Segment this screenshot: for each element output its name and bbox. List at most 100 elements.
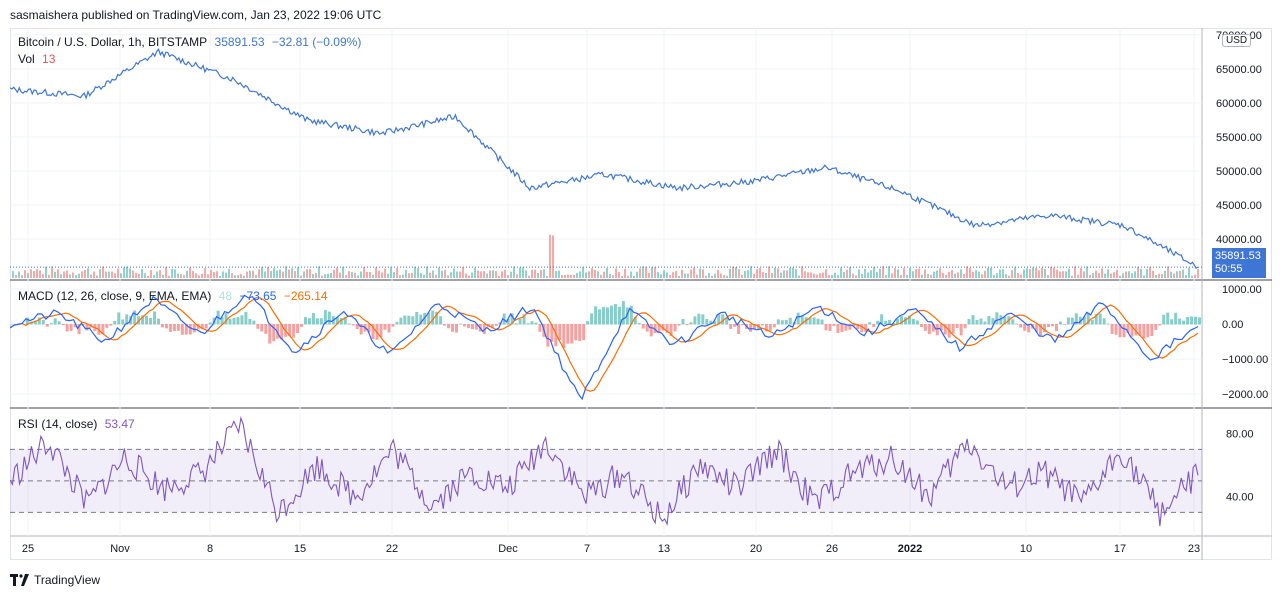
macd-histogram-bar: [848, 324, 852, 330]
volume-bar: [486, 273, 488, 278]
volume-bar: [1176, 271, 1178, 278]
y-tick-label: 45000.00: [1216, 200, 1262, 212]
volume-bar: [381, 272, 383, 278]
macd-histogram-bar: [280, 324, 284, 340]
macd-histogram-bar: [991, 318, 995, 325]
volume-bar: [303, 271, 305, 278]
macd-histogram-bar: [157, 318, 161, 325]
macd-histogram-bar: [856, 324, 860, 330]
macd-histogram-bar: [145, 315, 149, 325]
macd-histogram-bar: [415, 311, 419, 325]
macd-histogram-bar: [788, 317, 792, 325]
macd-histogram-bar: [300, 324, 304, 327]
macd-histogram-bar: [268, 324, 272, 344]
symbol-label[interactable]: Bitcoin / U.S. Dollar, 1h, BITSTAMP: [18, 35, 208, 49]
macd-histogram-bar: [673, 324, 677, 332]
volume-bar: [243, 275, 245, 278]
volume-bar: [1185, 275, 1187, 278]
tradingview-logo-icon[interactable]: [10, 574, 30, 586]
macd-histogram-bar: [411, 316, 415, 325]
macd-histogram-bar: [1019, 324, 1023, 328]
macd-histogram-bar: [1162, 314, 1166, 325]
volume-bar: [591, 268, 593, 278]
macd-histogram-bar: [292, 324, 296, 338]
volume-bar: [1173, 273, 1175, 278]
volume-bar: [63, 271, 65, 278]
macd-histogram-bar: [828, 324, 832, 331]
macd-label[interactable]: MACD (12, 26, close, 9, EMA, EMA): [18, 289, 212, 303]
volume-bar: [1092, 273, 1094, 278]
volume-bar: [105, 271, 107, 278]
volume-bar: [816, 274, 818, 278]
volume-bar: [300, 275, 302, 278]
macd-histogram-bar: [868, 322, 872, 325]
macd-histogram-bar: [526, 323, 530, 325]
macd-histogram-bar: [685, 324, 689, 326]
volume-bar: [207, 274, 209, 278]
volume-bar: [945, 274, 947, 278]
rsi-value: 53.47: [104, 417, 135, 431]
volume-bar: [750, 266, 752, 278]
volume-bar: [201, 273, 203, 278]
macd-histogram-bar: [570, 324, 574, 344]
volume-bar: [951, 270, 953, 278]
volume-bar: [582, 267, 584, 278]
volume-bar: [666, 272, 668, 278]
macd-histogram-bar: [482, 324, 486, 335]
volume-bar: [960, 269, 962, 278]
macd-histogram-bar: [288, 324, 292, 337]
volume-bar: [999, 269, 1001, 278]
volume-bar: [795, 269, 797, 278]
macd-histogram-bar: [196, 324, 200, 330]
volume-bar: [1068, 268, 1070, 278]
volume-bar: [252, 270, 254, 278]
macd-histogram-bar: [605, 307, 609, 325]
volume-bar: [483, 271, 485, 278]
chart-canvas[interactable]: 25Nov81522Dec7132026202210172370000.0065…: [10, 28, 1272, 560]
macd-histogram-bar: [383, 324, 387, 330]
volume-bar: [51, 266, 53, 278]
volume-bar: [276, 270, 278, 278]
volume-bar: [774, 267, 776, 278]
rsi-label[interactable]: RSI (14, close): [18, 417, 98, 431]
volume-bar: [1119, 275, 1121, 278]
macd-histogram-bar: [65, 324, 69, 332]
volume-bar: [996, 273, 998, 278]
volume-bar: [267, 267, 269, 278]
currency-badge[interactable]: USD: [1222, 34, 1252, 47]
macd-histogram-bar: [566, 324, 570, 344]
volume-bar: [1104, 273, 1106, 278]
macd-histogram-bar: [983, 321, 987, 325]
volume-bar: [456, 271, 458, 278]
volume-bar: [531, 269, 533, 278]
volume-bar: [498, 275, 500, 278]
macd-histogram-bar: [1106, 323, 1110, 325]
macd-histogram-bar: [1170, 319, 1174, 325]
volume-bar: [117, 268, 119, 278]
volume-bar: [963, 273, 965, 278]
volume-bar: [1026, 268, 1028, 278]
volume-bar: [957, 272, 959, 278]
macd-histogram-bar: [677, 324, 681, 326]
volume-bar: [144, 273, 146, 278]
macd-histogram-bar: [1050, 324, 1054, 327]
volume-bar: [654, 267, 656, 278]
volume-bar: [756, 269, 758, 278]
volume-bar: [699, 268, 701, 278]
volume-bar: [363, 266, 365, 278]
macd-histogram-bar: [431, 310, 435, 325]
volume-bar: [870, 270, 872, 278]
price-change: −32.81 (−0.09%): [271, 35, 362, 49]
volume-bar: [288, 269, 290, 278]
footer-brand[interactable]: TradingView: [34, 573, 101, 587]
volume-bar: [348, 271, 350, 278]
macd-histogram-bar: [470, 324, 474, 330]
volume-bar: [30, 269, 32, 278]
volume-bar: [492, 270, 494, 278]
volume-bar: [1110, 273, 1112, 278]
volume-bar: [156, 271, 158, 278]
publish-header: sasmaishera published on TradingView.com…: [10, 8, 382, 22]
volume-bar: [375, 267, 377, 278]
macd-legend: MACD (12, 26, close, 9, EMA, EMA) 48 −73…: [18, 289, 332, 303]
macd-histogram-bar: [1054, 324, 1058, 332]
